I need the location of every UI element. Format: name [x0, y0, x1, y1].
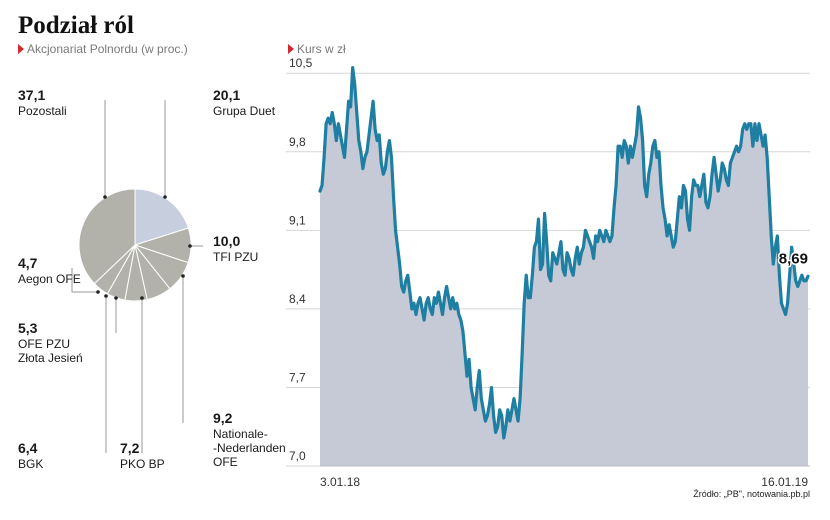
line-subtitle: Kurs w zł — [288, 42, 346, 56]
y-tick-label: 9,1 — [289, 213, 306, 227]
last-value-label: 8,69 — [779, 250, 808, 267]
page-title: Podział ról — [18, 12, 134, 39]
pie-name-label: TFI PZU — [213, 250, 258, 264]
pie-name-label: PKO BP — [120, 457, 165, 471]
leader-dot — [188, 244, 192, 248]
pie-name-label: Nationale- — [213, 427, 268, 441]
pie-name-label: Grupa Duet — [213, 104, 276, 118]
x-tick-label: 16.01.19 — [761, 475, 808, 489]
pie-value-label: 7,2 — [120, 440, 140, 456]
triangle-marker-icon — [18, 44, 24, 54]
price-area — [320, 67, 808, 467]
pie-value-label: 6,4 — [18, 440, 38, 456]
leader-dot — [96, 290, 100, 294]
pie-subtitle: Akcjonariat Polnordu (w proc.) — [18, 42, 188, 56]
leader-dot — [114, 296, 118, 300]
pie-name-label: OFE PZU — [18, 337, 70, 351]
leader-dot — [103, 195, 107, 199]
y-tick-label: 7,7 — [289, 370, 306, 384]
pie-name-label: Aegon OFE — [18, 272, 81, 286]
pie-value-label: 20,1 — [213, 87, 240, 103]
pie-value-label: 37,1 — [18, 87, 45, 103]
pie-slice — [78, 188, 136, 285]
pie-slice — [134, 188, 189, 246]
leader-dot — [140, 296, 144, 300]
pie-subtitle-text: Akcjonariat Polnordu (w proc.) — [27, 42, 188, 56]
y-tick-label: 8,4 — [289, 292, 306, 306]
pie-name-label: -Nederlanden — [213, 441, 286, 455]
x-tick-label: 3.01.18 — [320, 475, 360, 489]
y-tick-label: 10,5 — [289, 56, 313, 70]
leader-dot — [104, 294, 108, 298]
line-subtitle-text: Kurs w zł — [297, 42, 346, 56]
leader-dot — [163, 195, 167, 199]
pie-name-label: Pozostali — [18, 104, 67, 118]
leader-dot — [181, 274, 185, 278]
pie-value-label: 9,2 — [213, 410, 233, 426]
pie-name-label: OFE — [213, 455, 238, 469]
pie-value-label: 4,7 — [18, 255, 38, 271]
y-tick-label: 7,0 — [289, 449, 306, 463]
pie-name-label: Złota Jesień — [18, 351, 83, 365]
source-note: Źródło: „PB", notowania.pb.pl — [693, 489, 810, 499]
y-tick-label: 9,8 — [289, 135, 306, 149]
pie-value-label: 5,3 — [18, 320, 38, 336]
pie-value-label: 10,0 — [213, 233, 240, 249]
pie-name-label: BGK — [18, 457, 43, 471]
triangle-marker-icon — [288, 44, 294, 54]
leader-line — [71, 268, 98, 293]
price-line — [318, 66, 810, 440]
